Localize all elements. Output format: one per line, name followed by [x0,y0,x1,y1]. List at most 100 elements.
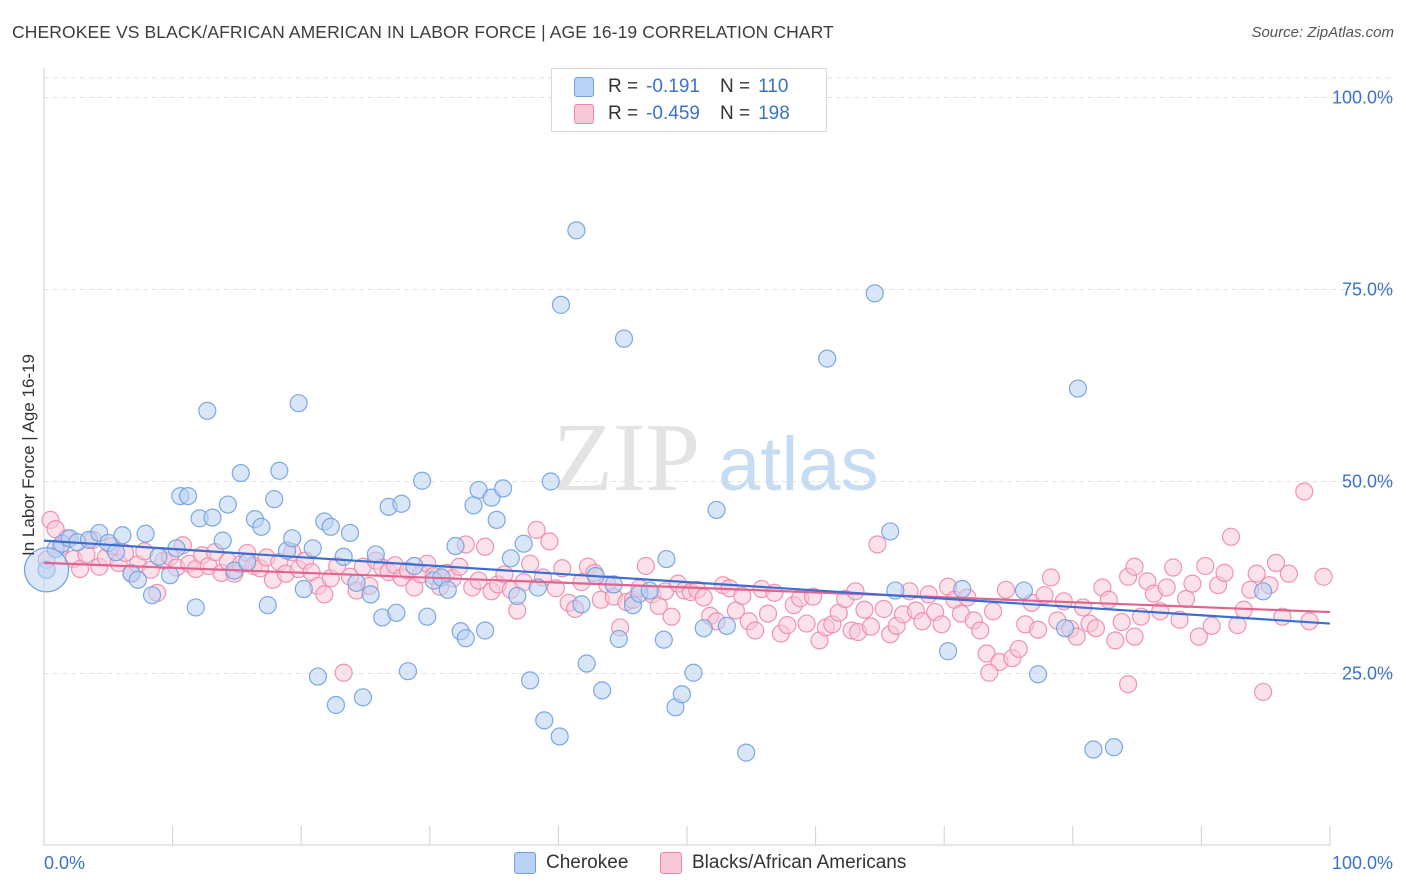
data-point-cherokee [487,510,506,530]
data-point-cherokee [654,630,673,649]
x-tick-label: 100.0% [1332,853,1393,873]
data-point-cherokee [231,463,250,483]
data-point-blacks [932,615,951,634]
data-point-cherokee [149,547,168,566]
data-point-cherokee [535,711,554,730]
legend-r-label: R = [608,103,639,124]
data-point-cherokee-large [23,547,70,593]
data-point-cherokee [640,581,659,600]
data-point-cherokee [238,553,257,572]
legend-label-blacks: Blacks/African Americans [692,852,907,873]
data-point-cherokee [464,496,483,515]
legend-row-blacks: R = -0.459 N = 198 [574,102,790,126]
data-point-blacks [540,532,559,551]
data-point-cherokee [550,727,569,746]
data-point-blacks [1125,627,1144,646]
data-point-cherokee [340,523,360,543]
data-point-cherokee [289,394,308,413]
data-point-cherokee [501,549,520,568]
data-point-blacks [1035,586,1054,605]
data-point-blacks [1176,589,1196,609]
data-point-cherokee [438,580,457,599]
chart-title: CHEROKEE VS BLACK/AFRICAN AMERICAN IN LA… [12,22,834,42]
legend-swatch-pink [574,104,594,124]
data-point-cherokee [113,526,132,545]
data-point-cherokee [614,329,634,348]
data-point-cherokee [1028,665,1048,684]
data-point-cherokee [1014,581,1034,600]
data-point-cherokee [572,595,591,614]
data-point-blacks [1118,675,1138,694]
data-point-blacks [1106,631,1125,650]
legend-r-value: -0.459 [646,103,700,124]
legend-swatch-pink [660,852,682,874]
correlation-legend: R = -0.191 N = 110 R = -0.459 N = 198 [551,68,827,132]
legend-n-value: 110 [758,76,789,97]
data-point-cherokee [283,529,302,548]
data-point-blacks [996,580,1016,599]
data-point-blacks [1254,682,1273,702]
legend-n-label: N = [719,76,751,97]
data-point-blacks [1228,616,1247,635]
data-point-cherokee [881,522,900,541]
data-point-cherokee [446,536,465,556]
data-point-cherokee [387,603,406,622]
data-point-blacks [662,607,681,626]
data-point-cherokee [106,543,126,562]
y-tick-label: 100.0% [1332,88,1393,108]
data-point-cherokee [717,616,736,635]
data-point-blacks [983,602,1003,621]
data-point-cherokee [707,500,726,520]
data-point-cherokee [1084,740,1103,759]
data-point-blacks [1196,556,1215,576]
data-point-cherokee [353,688,373,707]
legend-n-value: 198 [758,103,790,124]
data-point-cherokee [818,349,837,368]
data-point-blacks [1279,564,1298,583]
data-point-blacks [1221,527,1241,546]
y-tick-label: 25.0% [1342,664,1393,684]
legend-n-label: N = [719,103,751,124]
y-tick-label: 50.0% [1342,472,1393,492]
data-point-blacks [1028,620,1048,639]
legend-item-cherokee: Cherokee [514,852,628,874]
data-point-blacks [546,579,565,598]
data-point-cherokee [412,471,432,490]
data-point-blacks [778,616,797,635]
data-point-cherokee [953,579,972,599]
data-point-cherokee [392,494,411,513]
data-point-cherokee [672,685,691,704]
watermark-zip: ZIP [553,404,700,512]
data-point-cherokee [551,295,571,314]
data-point-cherokee [514,534,533,553]
data-point-blacks [315,585,334,604]
data-point-blacks [971,621,990,640]
data-point-cherokee [294,579,313,599]
data-point-cherokee [456,629,475,648]
y-axis-label: In Labor Force | Age 16-19 [19,354,38,556]
data-point-cherokee [475,621,495,640]
data-point-cherokee [142,586,162,605]
legend-item-blacks: Blacks/African Americans [660,852,906,874]
series-cherokee [23,221,1273,762]
data-point-cherokee [321,517,340,536]
watermark-atlas: atlas [718,422,879,507]
data-point-cherokee [265,490,284,509]
trend-lines [43,539,1331,625]
data-point-blacks [1215,563,1234,582]
data-point-cherokee [398,662,418,681]
data-point-blacks [475,537,495,556]
data-point-cherokee [541,472,560,491]
data-point-cherokee [334,547,353,566]
data-point-blacks [977,644,996,663]
legend-swatch-blue [514,852,536,874]
data-point-cherokee [1104,738,1124,757]
data-point-cherokee [213,531,232,550]
data-point-cherokee [567,221,586,240]
data-point-blacks [1189,627,1208,646]
data-point-cherokee [252,517,271,536]
data-point-cherokee [198,401,217,420]
data-point-blacks [797,614,816,633]
data-point-cherokee [494,479,513,498]
